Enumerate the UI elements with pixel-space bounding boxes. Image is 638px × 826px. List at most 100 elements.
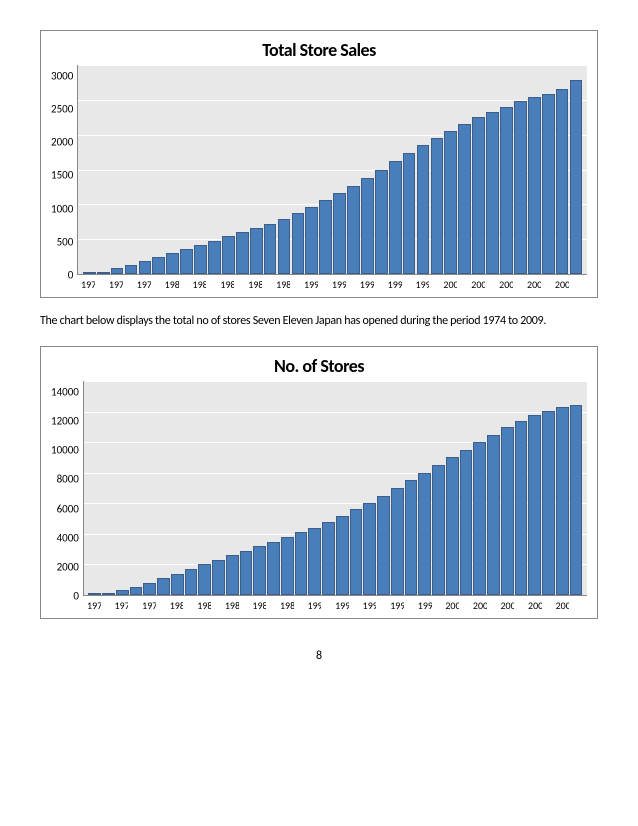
plot-area bbox=[83, 381, 587, 596]
x-tick-label: 1988 bbox=[280, 599, 294, 612]
bar bbox=[405, 480, 418, 595]
x-tick-label: 1996 bbox=[388, 278, 402, 291]
bar bbox=[333, 193, 346, 274]
x-tick-label bbox=[514, 599, 528, 612]
x-tick-label: 1980 bbox=[165, 278, 179, 291]
x-tick-label: 1998 bbox=[418, 599, 432, 612]
x-tick-label: 1986 bbox=[252, 599, 266, 612]
x-tick-label: 2006 bbox=[527, 278, 541, 291]
x-tick-label: 1974 bbox=[87, 599, 101, 612]
x-tick-label: 1976 bbox=[115, 599, 129, 612]
bar bbox=[250, 228, 263, 274]
bar bbox=[487, 435, 500, 596]
x-tick-label: 1978 bbox=[142, 599, 156, 612]
x-tick-label: 1980 bbox=[170, 599, 184, 612]
x-axis-labels: 1974197619781980198219841986198819901992… bbox=[77, 278, 587, 291]
bar bbox=[208, 241, 221, 274]
bar bbox=[198, 564, 211, 595]
x-tick-label: 2002 bbox=[471, 278, 485, 291]
x-tick-label bbox=[485, 278, 499, 291]
bar bbox=[350, 509, 363, 595]
bar bbox=[240, 551, 253, 595]
bar bbox=[83, 272, 96, 274]
plot-area bbox=[77, 65, 587, 275]
bars bbox=[84, 381, 587, 595]
x-tick-label: 2006 bbox=[528, 599, 542, 612]
bar bbox=[292, 213, 305, 274]
description-text: The chart below displays the total no of… bbox=[40, 312, 598, 330]
bar bbox=[501, 427, 514, 595]
x-tick-label: 1996 bbox=[390, 599, 404, 612]
x-tick-label bbox=[541, 278, 555, 291]
y-tick-label: 6000 bbox=[51, 503, 79, 514]
x-tick-label: 1984 bbox=[220, 278, 234, 291]
bar bbox=[500, 107, 513, 274]
y-tick-label: 1500 bbox=[51, 170, 73, 181]
document-page: Total Store Sales 0500100015002000250030… bbox=[0, 0, 638, 683]
x-tick-label: 2000 bbox=[445, 599, 459, 612]
x-tick-label: 1984 bbox=[225, 599, 239, 612]
x-tick-label bbox=[128, 599, 142, 612]
bar bbox=[278, 219, 291, 274]
bar bbox=[305, 207, 318, 274]
bar bbox=[308, 528, 321, 595]
bar bbox=[391, 488, 404, 595]
x-tick-label bbox=[266, 599, 280, 612]
y-tick-label: 10000 bbox=[51, 445, 79, 456]
y-tick-label: 500 bbox=[51, 236, 73, 247]
bar bbox=[180, 249, 193, 274]
bar bbox=[542, 411, 555, 595]
x-axis-labels: 1974197619781980198219841986198819901992… bbox=[83, 599, 587, 612]
bar bbox=[166, 253, 179, 274]
bar bbox=[130, 587, 143, 595]
x-tick-label bbox=[569, 599, 583, 612]
bar bbox=[236, 232, 249, 274]
x-tick-label bbox=[123, 278, 137, 291]
x-tick-label bbox=[101, 599, 115, 612]
x-tick-label bbox=[429, 278, 443, 291]
x-tick-label bbox=[487, 599, 501, 612]
bar bbox=[446, 457, 459, 595]
bar bbox=[472, 117, 485, 274]
x-tick-label bbox=[211, 599, 225, 612]
y-tick-label: 14000 bbox=[51, 387, 79, 398]
bar bbox=[473, 442, 486, 595]
x-tick-label bbox=[294, 599, 308, 612]
x-tick-label bbox=[239, 599, 253, 612]
x-tick-label: 2004 bbox=[499, 278, 513, 291]
bar bbox=[319, 200, 332, 274]
x-tick-label: 2000 bbox=[443, 278, 457, 291]
x-tick-label bbox=[290, 278, 304, 291]
y-tick-label: 0 bbox=[51, 269, 73, 280]
bar bbox=[139, 261, 152, 274]
x-tick-label: 1986 bbox=[248, 278, 262, 291]
bar bbox=[322, 522, 335, 595]
bar bbox=[102, 593, 115, 595]
x-tick-label: 1978 bbox=[137, 278, 151, 291]
bar bbox=[375, 170, 388, 275]
bars bbox=[78, 65, 587, 274]
bar bbox=[363, 503, 376, 595]
x-tick-label: 1976 bbox=[109, 278, 123, 291]
bar bbox=[97, 272, 110, 274]
y-tick-label: 2000 bbox=[51, 561, 79, 572]
bar bbox=[111, 268, 124, 274]
x-tick-label bbox=[95, 278, 109, 291]
bar bbox=[143, 583, 156, 595]
x-tick-label bbox=[179, 278, 193, 291]
chart-no-of-stores: No. of Stores 02000400060008000100001200… bbox=[40, 346, 598, 619]
y-tick-label: 2000 bbox=[51, 137, 73, 148]
x-tick-label bbox=[569, 278, 583, 291]
y-axis-labels: 02000400060008000100001200014000 bbox=[51, 381, 83, 596]
y-tick-label: 0 bbox=[51, 590, 79, 601]
x-tick-label bbox=[459, 599, 473, 612]
bar bbox=[556, 89, 569, 274]
x-tick-label bbox=[404, 599, 418, 612]
x-tick-label bbox=[156, 599, 170, 612]
x-tick-label: 1994 bbox=[363, 599, 377, 612]
bar bbox=[116, 590, 129, 595]
bar bbox=[486, 112, 499, 274]
x-tick-label bbox=[402, 278, 416, 291]
bar bbox=[514, 101, 527, 274]
x-tick-label bbox=[346, 278, 360, 291]
